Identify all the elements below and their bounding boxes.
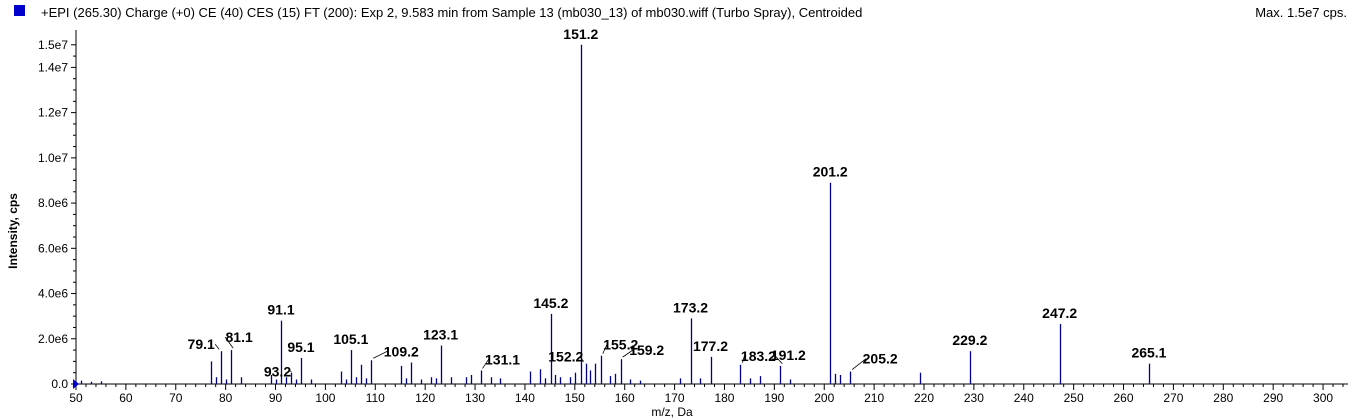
x-tick-label: 180 bbox=[714, 391, 734, 405]
spectrum-header: +EPI (265.30) Charge (+0) CE (40) CES (1… bbox=[0, 0, 1361, 24]
peak-label: 109.2 bbox=[384, 343, 419, 359]
x-tick-label: 290 bbox=[1263, 391, 1283, 405]
peak-label: 105.1 bbox=[333, 331, 368, 347]
peak-label-leader bbox=[373, 350, 388, 359]
peak-label: 81.1 bbox=[226, 329, 253, 345]
peak-label-leader bbox=[289, 370, 292, 373]
x-axis-title: m/z, Da bbox=[651, 405, 693, 419]
peak-label: 183.2 bbox=[741, 348, 776, 364]
y-tick-label: 8.0e6 bbox=[38, 196, 68, 210]
spectrum-title: +EPI (265.30) Charge (+0) CE (40) CES (1… bbox=[41, 5, 863, 20]
x-tick-label: 280 bbox=[1213, 391, 1233, 405]
peak-label: 191.2 bbox=[771, 347, 806, 363]
x-tick-label: 170 bbox=[665, 391, 685, 405]
peak-label: 131.1 bbox=[485, 351, 520, 367]
x-tick-label: 70 bbox=[169, 391, 183, 405]
cursor-marker bbox=[73, 379, 79, 389]
y-tick-label: 1.2e7 bbox=[38, 106, 68, 120]
x-tick-label: 230 bbox=[964, 391, 984, 405]
x-tick-label: 260 bbox=[1114, 391, 1134, 405]
peak-label-leader bbox=[224, 336, 234, 349]
peak-label: 155.2 bbox=[603, 337, 638, 353]
x-tick-label: 220 bbox=[914, 391, 934, 405]
peak-label-leader bbox=[482, 359, 489, 369]
x-tick-label: 270 bbox=[1163, 391, 1183, 405]
x-tick-label: 200 bbox=[814, 391, 834, 405]
peak-label: 95.1 bbox=[287, 339, 314, 355]
y-tick-label: 4.0e6 bbox=[38, 287, 68, 301]
y-tick-label: 1.5e7 bbox=[38, 38, 68, 52]
x-tick-label: 210 bbox=[864, 391, 884, 405]
peak-label: 79.1 bbox=[188, 336, 215, 352]
peak-label-leader bbox=[602, 344, 608, 354]
y-tick-label: 0.0 bbox=[51, 377, 68, 391]
peak-label-leader bbox=[851, 358, 867, 370]
y-tick-label: 1.4e7 bbox=[38, 60, 68, 74]
peak-label: 152.2 bbox=[548, 349, 583, 365]
x-tick-label: 60 bbox=[119, 391, 133, 405]
x-tick-label: 140 bbox=[515, 391, 535, 405]
x-tick-label: 100 bbox=[315, 391, 335, 405]
peak-label-leader bbox=[742, 355, 745, 363]
max-intensity-label: Max. 1.5e7 cps. bbox=[1255, 5, 1347, 20]
x-tick-label: 110 bbox=[366, 391, 385, 405]
x-tick-label: 240 bbox=[1014, 391, 1034, 405]
x-tick-label: 50 bbox=[69, 391, 83, 405]
peak-label: 151.2 bbox=[563, 26, 598, 42]
x-tick-label: 190 bbox=[764, 391, 784, 405]
peak-label: 177.2 bbox=[693, 338, 728, 354]
y-tick-label: 6.0e6 bbox=[38, 241, 68, 255]
peak-label: 205.2 bbox=[863, 351, 898, 367]
peak-label: 91.1 bbox=[267, 302, 294, 318]
y-tick-label: 1.0e7 bbox=[38, 151, 68, 165]
x-tick-label: 80 bbox=[219, 391, 233, 405]
peak-label-leader bbox=[214, 343, 220, 350]
peak-label: 173.2 bbox=[673, 299, 708, 315]
x-tick-label: 250 bbox=[1064, 391, 1084, 405]
peak-label: 93.2 bbox=[264, 364, 291, 380]
peak-label: 247.2 bbox=[1042, 305, 1077, 321]
y-tick-label: 2.0e6 bbox=[38, 332, 68, 346]
peak-label: 201.2 bbox=[813, 164, 848, 180]
peak-label-leader bbox=[622, 349, 633, 358]
peak-label: 123.1 bbox=[423, 327, 458, 343]
peak-label-leader bbox=[774, 354, 783, 365]
spectrum-peaks bbox=[80, 44, 1151, 384]
x-tick-label: 150 bbox=[565, 391, 585, 405]
x-tick-label: 300 bbox=[1313, 391, 1333, 405]
series-color-swatch[interactable] bbox=[14, 5, 25, 16]
peak-label: 145.2 bbox=[533, 295, 568, 311]
peak-label: 265.1 bbox=[1131, 345, 1166, 361]
x-tick-label: 90 bbox=[269, 391, 283, 405]
x-tick-label: 120 bbox=[415, 391, 435, 405]
peak-label-leader bbox=[579, 356, 585, 362]
x-tick-label: 160 bbox=[615, 391, 635, 405]
peak-label: 229.2 bbox=[952, 332, 987, 348]
y-axis-title: Intensity, cps bbox=[6, 193, 20, 269]
peak-label: 159.2 bbox=[629, 342, 664, 358]
x-tick-label: 130 bbox=[465, 391, 485, 405]
